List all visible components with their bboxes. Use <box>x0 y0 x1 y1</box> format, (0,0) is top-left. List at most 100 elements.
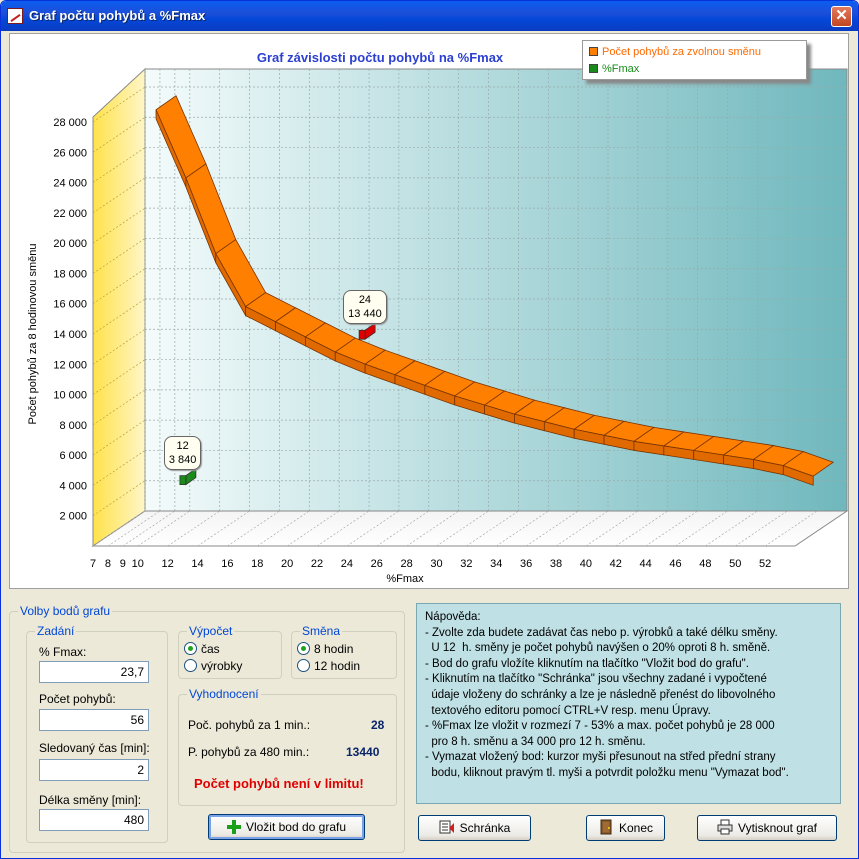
x-tick-label: 24 <box>341 558 353 570</box>
insert-point-button[interactable]: Vložit bod do grafu <box>208 814 365 840</box>
calc-group: Výpočet <box>178 624 282 679</box>
shift-length-input[interactable]: 480 <box>39 809 149 831</box>
per-480-value: 13440 <box>346 745 380 759</box>
chart-panel: Graf závislosti počtu pohybů na %Fmax 2 0… <box>9 33 849 589</box>
x-tick-label: 38 <box>550 558 562 570</box>
y-tick-label: 6 000 <box>59 450 87 462</box>
grid-line-x-floor <box>346 510 400 547</box>
data-point-marker-front <box>358 329 366 340</box>
grid-line-x-floor <box>376 510 429 547</box>
x-tick-label: 48 <box>699 558 711 570</box>
y-tick-label: 10 000 <box>53 390 87 402</box>
x-tick-label: 50 <box>729 558 741 570</box>
radio-shift-12[interactable]: 12 hodin <box>297 659 360 675</box>
grid-line-x-floor <box>705 510 758 547</box>
time-label: Sledovaný čas [min]: <box>39 741 150 755</box>
fmax-input[interactable]: 23,7 <box>39 661 149 683</box>
print-button[interactable]: Vytisknout graf <box>697 815 837 841</box>
legend-item-movements: Počet pohybů za zvolnou směnu <box>589 46 761 58</box>
y-tick-label: 14 000 <box>53 329 87 341</box>
grid-line-y-wall <box>92 419 146 456</box>
x-tick-label: 32 <box>460 558 472 570</box>
point-callout-1: 12 3 840 <box>163 435 202 470</box>
y-tick-label: 8 000 <box>59 420 87 432</box>
clipboard-button[interactable]: Schránka <box>418 815 531 841</box>
radio-dot <box>297 642 310 655</box>
help-panel: Nápověda: - Zvolte zda budete zadávat ča… <box>416 603 841 804</box>
x-tick-label: 44 <box>640 558 652 570</box>
grid-line-x-floor <box>436 510 489 547</box>
y-tick-label: 28 000 <box>53 117 87 129</box>
grid-line-y-wall <box>92 86 146 123</box>
eval-group: Vyhodnocení <box>178 687 397 806</box>
x-tick-label: 28 <box>401 558 413 570</box>
grid-line-y-wall <box>92 359 146 395</box>
chart-left-wall <box>92 67 146 547</box>
time-input[interactable]: 2 <box>39 759 149 781</box>
calc-group-title: Výpočet <box>187 624 235 638</box>
y-tick-label: 24 000 <box>53 178 87 190</box>
radio-shift-8-label: 8 hodin <box>314 642 354 656</box>
x-axis-label: %Fmax <box>386 573 424 585</box>
shift-group-title: Směna <box>300 624 343 638</box>
grid-line-y-wall <box>92 450 146 486</box>
chart-legend: Počet pohybů za zvolnou směnu %Fmax <box>582 40 807 80</box>
exit-door-icon <box>598 819 614 843</box>
grid-line-x-floor <box>735 510 788 547</box>
y-tick-label: 16 000 <box>53 299 87 311</box>
radio-dot <box>184 642 197 655</box>
legend-swatch-green <box>589 64 598 73</box>
grid-line-x-floor <box>197 510 250 547</box>
radio-dot <box>184 659 197 672</box>
clipboard-icon <box>439 819 455 843</box>
grid-line-x-floor <box>764 510 818 547</box>
radio-dot <box>297 659 310 672</box>
callout-1-y: 3 840 <box>168 453 197 466</box>
y-tick-label: 2 000 <box>59 511 87 523</box>
legend-item-fmax: %Fmax <box>589 63 639 75</box>
end-button[interactable]: Konec <box>586 815 665 841</box>
x-tick-label: 20 <box>281 558 293 570</box>
shift-length-label: Délka směny [min]: <box>39 793 142 807</box>
grid-line-y-wall <box>92 268 146 305</box>
clipboard-label: Schránka <box>459 821 511 835</box>
legend-label-fmax: %Fmax <box>602 63 640 75</box>
radio-calc-time[interactable]: čas <box>184 642 220 658</box>
grid-line-x-floor <box>122 510 176 547</box>
radio-calc-time-label: čas <box>201 642 220 656</box>
x-tick-label: 12 <box>162 558 174 570</box>
grid-line-x-floor <box>555 510 609 547</box>
series-segment-front <box>782 465 814 486</box>
y-tick-label: 4 000 <box>59 480 87 492</box>
radio-shift-8[interactable]: 8 hodin <box>297 642 353 658</box>
grid-line-x-floor <box>227 510 280 547</box>
chart-svg: Graf závislosti počtu pohybů na %Fmax 2 0… <box>27 50 849 585</box>
close-button[interactable]: ✕ <box>831 6 852 27</box>
radio-calc-products[interactable]: výrobky <box>184 659 242 675</box>
count-input[interactable]: 56 <box>39 709 149 731</box>
count-label: Počet pohybů: <box>39 692 116 706</box>
x-tick-label: 7 <box>90 558 96 570</box>
y-tick-label: 18 000 <box>53 268 87 280</box>
y-tick-label: 22 000 <box>53 208 87 220</box>
x-tick-label: 8 <box>105 558 111 570</box>
grid-line-x-floor <box>257 510 310 547</box>
shift-group: Směna <box>291 624 397 679</box>
x-tick-label: 52 <box>759 558 771 570</box>
input-group-title: Zadání <box>35 624 77 638</box>
title-bar[interactable]: Graf počtu pohybů a %Fmax ✕ <box>1 1 858 31</box>
grid-line-x-floor <box>406 510 459 547</box>
grid-line-y-wall <box>92 116 146 153</box>
fmax-label: % Fmax: <box>39 645 87 659</box>
y-tick-label: 12 000 <box>53 359 87 371</box>
grid-line-x-floor <box>92 510 146 547</box>
grid-line-x-floor <box>675 510 728 547</box>
limit-warning: Počet pohybů není v limitu! <box>194 776 364 791</box>
grid-line-y-wall <box>92 147 146 183</box>
x-tick-label: 14 <box>191 558 203 570</box>
plus-icon <box>226 818 241 842</box>
grid-line-y-wall <box>92 298 146 335</box>
eval-group-title: Vyhodnocení <box>187 687 261 701</box>
insert-point-label: Vložit bod do grafu <box>245 820 347 834</box>
